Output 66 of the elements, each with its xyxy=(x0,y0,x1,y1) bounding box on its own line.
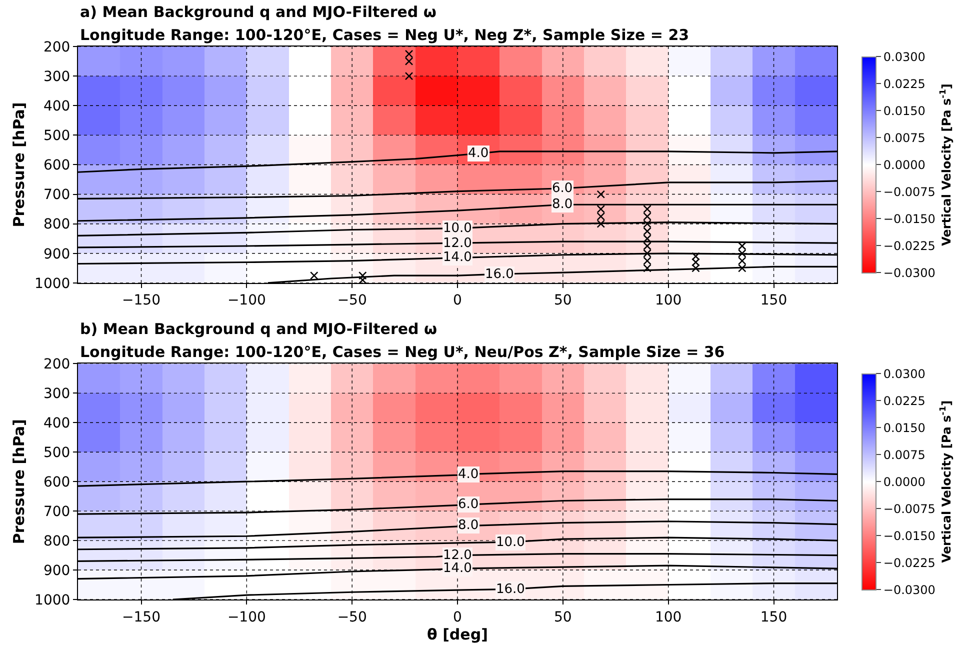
x-tick-label: −150 xyxy=(122,292,160,309)
y-tick-label: 300 xyxy=(43,68,70,85)
x-tick-label: 50 xyxy=(554,609,572,626)
x-tick-label: −100 xyxy=(227,292,266,309)
chart-subtitle: Longitude Range: 100-120°E, Cases = Neg U*, Neg Z*, Sample Size = 23 xyxy=(80,26,690,44)
y-tick-label: 200 xyxy=(43,356,70,373)
color-bar-label: 0.0075 xyxy=(883,448,926,462)
x-tick-label: 50 xyxy=(554,292,572,309)
color-bar-label: 0.0300 xyxy=(883,366,926,381)
y-tick-label: 900 xyxy=(43,562,70,579)
x-tick-label: 0 xyxy=(453,292,462,309)
y-tick-label: 700 xyxy=(43,504,70,520)
x-tick-label: 150 xyxy=(760,292,788,309)
y-axis-title: Pressure [hPa] xyxy=(10,102,28,228)
color-bar-label: −0.0300 xyxy=(883,582,936,597)
y-tick-label: 1000 xyxy=(34,276,70,292)
color-bar-label: −0.0225 xyxy=(883,238,936,253)
color-bar-label: 0.0150 xyxy=(883,104,926,118)
color-bar-label: 0.0075 xyxy=(883,130,926,145)
y-tick-label: 900 xyxy=(43,246,70,262)
color-bar-label: 0.0225 xyxy=(883,394,926,408)
y-tick-label: 500 xyxy=(43,128,70,144)
series-label: 16.0 xyxy=(485,267,514,282)
x-tick-label: 100 xyxy=(654,609,682,626)
series-label: 6.0 xyxy=(458,497,479,512)
color-bar-label: −0.0225 xyxy=(883,556,936,570)
x-tick-label: −50 xyxy=(337,292,367,309)
x-tick-label: 150 xyxy=(760,609,788,626)
y-tick-label: 800 xyxy=(43,533,70,550)
y-tick-label: 400 xyxy=(43,416,70,432)
series-label: 8.0 xyxy=(552,197,573,212)
y-tick-label: 400 xyxy=(43,98,70,115)
color-bar-label: 0.0000 xyxy=(883,158,926,172)
color-bar-label: 0.0300 xyxy=(883,50,926,64)
x-tick-label: 100 xyxy=(654,292,682,309)
color-bar-label: −0.0150 xyxy=(883,212,936,226)
series-label: 10.0 xyxy=(496,535,525,550)
color-bar-label: 0.0000 xyxy=(883,474,926,489)
y-tick-label: 300 xyxy=(43,386,70,402)
series-label: 16.0 xyxy=(496,582,525,597)
y-tick-label: 700 xyxy=(43,187,70,204)
series-label: 4.0 xyxy=(458,467,479,482)
color-bar-label: 0.0225 xyxy=(883,76,926,91)
series-label: 4.0 xyxy=(468,146,489,161)
color-bar-label: −0.0075 xyxy=(883,502,936,516)
y-axis-title: Pressure [hPa] xyxy=(10,419,28,544)
chart-subtitle: Longitude Range: 100-120°E, Cases = Neg U*, Neu/Pos Z*, Sample Size = 36 xyxy=(80,343,725,361)
x-tick-label: −100 xyxy=(227,609,266,626)
chart-title: a) Mean Background q and MJO-Filtered ω xyxy=(80,3,436,21)
color-bar-label: 0.0150 xyxy=(883,420,926,435)
y-tick-label: 200 xyxy=(43,39,70,56)
y-tick-label: 600 xyxy=(43,474,70,490)
series-label: 6.0 xyxy=(552,181,573,196)
x-tick-label: 0 xyxy=(453,609,462,626)
x-axis-title: θ [deg] xyxy=(427,625,488,644)
x-tick-label: −50 xyxy=(337,609,367,626)
y-tick-label: 600 xyxy=(43,158,70,174)
y-tick-label: 800 xyxy=(43,216,70,233)
series-label: 8.0 xyxy=(458,518,479,533)
chart-title: b) Mean Background q and MJO-Filtered ω xyxy=(80,320,438,338)
x-tick-label: −150 xyxy=(122,609,160,626)
y-tick-label: 500 xyxy=(43,445,70,462)
y-tick-label: 1000 xyxy=(34,592,70,608)
color-bar-label: −0.0150 xyxy=(883,528,936,543)
color-bar-label: −0.0300 xyxy=(883,266,936,280)
color-bar-label: −0.0075 xyxy=(883,184,936,199)
